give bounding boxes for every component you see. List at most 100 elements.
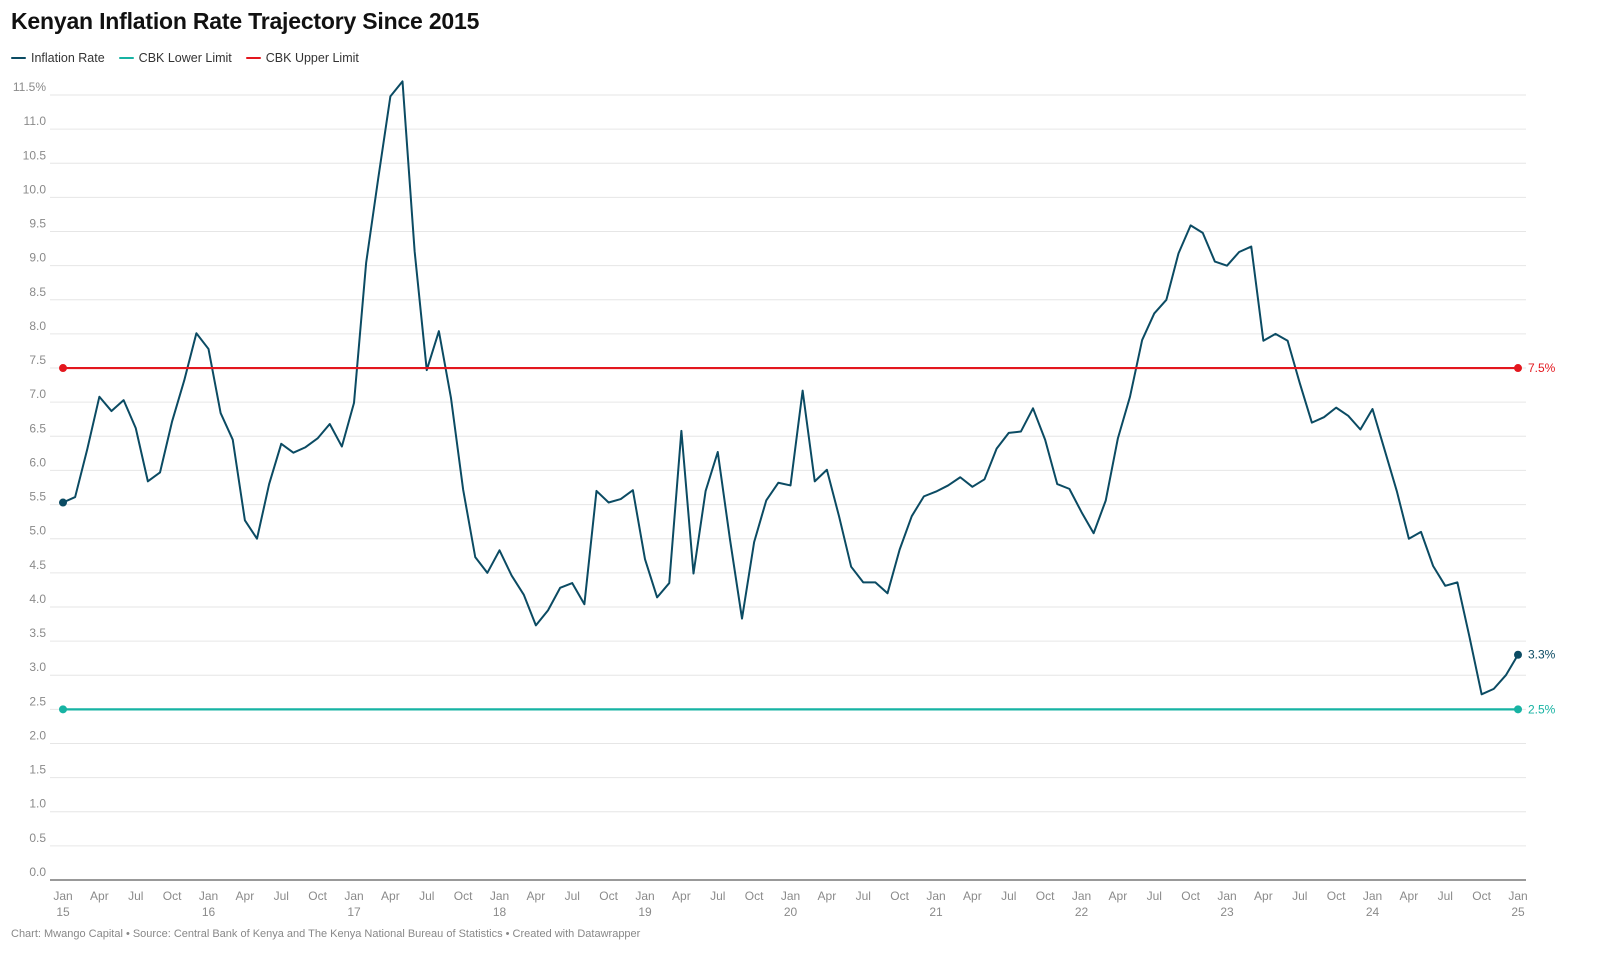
x-tick-month-label: Jan bbox=[1217, 889, 1236, 903]
x-tick-year-label: 15 bbox=[56, 905, 70, 919]
y-tick-label: 3.5 bbox=[29, 626, 46, 640]
y-tick-label: 6.5 bbox=[29, 421, 46, 435]
chart-title: Kenyan Inflation Rate Trajectory Since 2… bbox=[11, 8, 480, 34]
y-tick-label: 5.0 bbox=[29, 524, 46, 538]
x-tick-year-label: 18 bbox=[493, 905, 507, 919]
x-tick-month-label: Jul bbox=[274, 889, 289, 903]
x-tick-month-label: Jul bbox=[1438, 889, 1453, 903]
x-tick-month-label: Jul bbox=[565, 889, 580, 903]
x-tick-month-label: Apr bbox=[1109, 889, 1128, 903]
x-tick-month-label: Apr bbox=[672, 889, 691, 903]
x-tick-month-label: Jul bbox=[856, 889, 871, 903]
end-label-inflation-rate: 3.3% bbox=[1528, 648, 1556, 662]
x-tick-month-label: Apr bbox=[963, 889, 982, 903]
x-tick-year-label: 21 bbox=[929, 905, 943, 919]
gridlines bbox=[50, 94, 1526, 881]
x-tick-month-label: Jul bbox=[419, 889, 434, 903]
x-tick-month-label: Jul bbox=[1292, 889, 1307, 903]
legend-label-inflation-rate: Inflation Rate bbox=[31, 51, 105, 65]
x-tick-month-label: Jan bbox=[1363, 889, 1382, 903]
y-tick-label: 1.0 bbox=[29, 797, 46, 811]
x-tick-month-label: Apr bbox=[1400, 889, 1419, 903]
y-tick-label: 7.5 bbox=[29, 353, 46, 367]
y-tick-label: 0.5 bbox=[29, 831, 46, 845]
series bbox=[59, 80, 1522, 714]
x-tick-month-label: Oct bbox=[599, 889, 618, 903]
y-tick-label: 2.0 bbox=[29, 728, 46, 742]
y-tick-label: 9.0 bbox=[29, 251, 46, 265]
legend-label-cbk-upper-limit: CBK Upper Limit bbox=[265, 51, 359, 65]
legend-swatch-cbk-upper-limit bbox=[245, 57, 261, 59]
y-tick-label: 10.5 bbox=[23, 148, 47, 162]
y-tick-label: 2.5 bbox=[29, 694, 46, 708]
end-labels: 3.3% 2.5% 7.5% bbox=[1528, 361, 1556, 716]
x-tick-month-label: Oct bbox=[308, 889, 327, 903]
legend-item-cbk-upper-limit: CBK Upper Limit bbox=[245, 51, 359, 65]
legend-swatch-cbk-lower-limit bbox=[118, 57, 134, 59]
x-tick-year-label: 16 bbox=[202, 905, 216, 919]
x-tick-year-label: 25 bbox=[1511, 905, 1525, 919]
x-tick-month-label: Jan bbox=[781, 889, 800, 903]
y-tick-label: 5.5 bbox=[29, 490, 46, 504]
x-tick-month-label: Jan bbox=[53, 889, 72, 903]
legend-item-cbk-lower-limit: CBK Lower Limit bbox=[118, 51, 232, 65]
x-tick-month-label: Oct bbox=[1036, 889, 1055, 903]
x-tick-month-label: Jan bbox=[1508, 889, 1527, 903]
x-tick-month-label: Jul bbox=[710, 889, 725, 903]
x-tick-month-label: Jan bbox=[635, 889, 654, 903]
y-tick-label: 8.0 bbox=[29, 319, 46, 333]
x-tick-year-label: 19 bbox=[638, 905, 652, 919]
end-label-cbk-lower-limit: 2.5% bbox=[1528, 702, 1556, 716]
x-tick-month-label: Jan bbox=[1072, 889, 1091, 903]
chart-footer-credit: Chart: Mwango Capital • Source: Central … bbox=[11, 928, 641, 940]
x-tick-year-label: 23 bbox=[1220, 905, 1234, 919]
x-tick-month-label: Jul bbox=[1001, 889, 1016, 903]
legend-label-cbk-lower-limit: CBK Lower Limit bbox=[138, 51, 232, 65]
x-tick-month-label: Apr bbox=[236, 889, 255, 903]
x-tick-year-label: 20 bbox=[784, 905, 798, 919]
x-tick-month-label: Jan bbox=[344, 889, 363, 903]
series-end-point-cbk-upper-limit bbox=[1514, 364, 1522, 373]
x-tick-month-label: Apr bbox=[90, 889, 109, 903]
y-tick-label: 1.5 bbox=[29, 763, 46, 777]
x-tick-year-label: 24 bbox=[1366, 905, 1380, 919]
x-tick-month-label: Jan bbox=[490, 889, 509, 903]
x-tick-month-label: Oct bbox=[890, 889, 909, 903]
x-tick-month-label: Oct bbox=[454, 889, 473, 903]
y-tick-label: 6.0 bbox=[29, 455, 46, 469]
x-tick-year-label: 22 bbox=[1075, 905, 1089, 919]
legend-item-inflation-rate: Inflation Rate bbox=[11, 51, 105, 65]
end-label-cbk-upper-limit: 7.5% bbox=[1528, 361, 1556, 375]
x-tick-month-label: Jul bbox=[128, 889, 143, 903]
x-tick-month-label: Oct bbox=[163, 889, 182, 903]
y-tick-label: 11.5% bbox=[13, 80, 46, 94]
x-tick-month-label: Oct bbox=[1181, 889, 1200, 903]
y-tick-label: 3.0 bbox=[29, 660, 46, 674]
series-start-point-cbk-lower-limit bbox=[59, 705, 67, 714]
y-tick-label: 9.5 bbox=[29, 217, 46, 231]
x-tick-month-label: Jan bbox=[926, 889, 945, 903]
series-end-point-inflation-rate bbox=[1514, 650, 1522, 659]
x-tick-month-label: Oct bbox=[1327, 889, 1346, 903]
series-end-point-cbk-lower-limit bbox=[1514, 705, 1522, 714]
chart-legend: Inflation Rate CBK Lower Limit CBK Upper… bbox=[11, 51, 359, 65]
legend-swatch-inflation-rate bbox=[11, 57, 26, 59]
y-tick-label: 7.0 bbox=[29, 387, 46, 401]
y-tick-label: 0.0 bbox=[29, 865, 46, 879]
y-tick-label: 11.0 bbox=[24, 114, 47, 128]
x-tick-month-label: Oct bbox=[745, 889, 764, 903]
series-start-point-cbk-upper-limit bbox=[59, 364, 67, 373]
x-tick-month-label: Apr bbox=[818, 889, 837, 903]
x-tick-month-label: Oct bbox=[1472, 889, 1491, 903]
x-tick-month-label: Jan bbox=[199, 889, 218, 903]
y-tick-label: 4.0 bbox=[29, 592, 46, 606]
y-tick-label: 8.5 bbox=[29, 285, 46, 299]
axes: 0.0 0.5 1.0 1.5 2.0 2.5 3.0 3.5 4.0 4.5 5.0 5.5 6.0 6… bbox=[13, 80, 1528, 919]
x-tick-month-label: Apr bbox=[381, 889, 400, 903]
x-tick-month-label: Apr bbox=[527, 889, 546, 903]
y-tick-label: 4.5 bbox=[29, 558, 46, 572]
x-tick-year-label: 17 bbox=[347, 905, 361, 919]
y-tick-label: 10.0 bbox=[23, 182, 47, 196]
x-tick-month-label: Apr bbox=[1254, 889, 1273, 903]
